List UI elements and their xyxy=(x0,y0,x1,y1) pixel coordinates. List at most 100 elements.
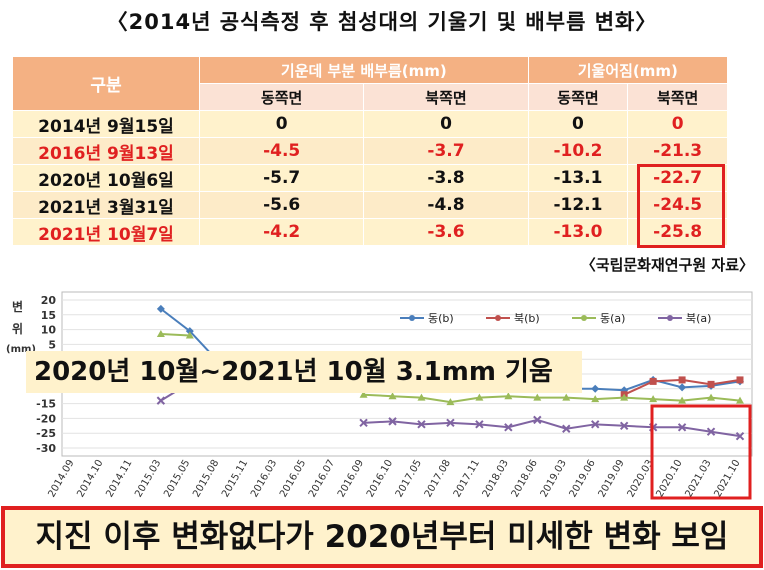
data-point xyxy=(619,421,629,431)
y-tick-label: -15 xyxy=(36,398,56,411)
row-date: 2014년 9월15일 xyxy=(12,110,200,138)
data-point xyxy=(562,424,571,433)
y-tick-label: -30 xyxy=(36,442,56,455)
legend-label: 동(a) xyxy=(600,312,625,325)
legend-label: 동(b) xyxy=(428,312,454,325)
cell: -4.2 xyxy=(198,218,365,246)
x-tick-label: 2016.09 xyxy=(336,458,366,499)
data-point xyxy=(736,396,744,404)
cell: 0 xyxy=(527,110,629,138)
y-tick-label: 5 xyxy=(48,338,56,351)
data-point xyxy=(359,418,368,428)
cell: -22.7 xyxy=(627,164,728,192)
x-tick-label: 2015.11 xyxy=(220,458,250,499)
x-tick-label: 2017.08 xyxy=(423,458,453,499)
x-tick-label: 2017.05 xyxy=(394,458,424,499)
cell: -4.8 xyxy=(363,191,529,219)
highlight-box-table xyxy=(637,164,725,248)
row-date: 2021년 3월31일 xyxy=(12,191,200,219)
table-row: 2021년 3월31일 -5.6 -4.8 -12.1 -24.5 xyxy=(12,191,728,219)
x-tick-label: 2014.11 xyxy=(104,458,134,499)
cell: -12.1 xyxy=(527,191,629,219)
x-tick-label: 2016.05 xyxy=(278,458,308,499)
x-tick-label: 2021.10 xyxy=(712,458,742,499)
cell: -13.1 xyxy=(527,164,629,192)
data-point xyxy=(678,376,686,384)
page-title: 〈2014년 공식측정 후 첨성대의 기울기 및 배부름 변화〉 xyxy=(106,10,658,34)
data-point xyxy=(649,395,658,403)
data-point xyxy=(620,393,629,401)
series-line xyxy=(363,418,741,438)
x-tick-label: 2019.03 xyxy=(539,458,569,499)
col-group-header: 구분 xyxy=(12,56,200,111)
legend-label: 북(b) xyxy=(514,312,540,325)
data-point xyxy=(707,380,715,388)
legend-marker xyxy=(495,315,501,321)
data-point xyxy=(736,376,744,384)
data-point xyxy=(504,423,513,432)
sub-header: 동쪽면 xyxy=(527,83,629,111)
x-tick-label: 2020.10 xyxy=(654,458,684,499)
data-point xyxy=(156,330,165,338)
x-tick-label: 2017.11 xyxy=(452,458,482,499)
x-tick-label: 2015.05 xyxy=(162,458,192,499)
cell: 0 xyxy=(363,110,529,138)
cell: -3.6 xyxy=(363,218,529,246)
legend-marker xyxy=(409,315,415,321)
data-point xyxy=(591,420,600,429)
data-point xyxy=(388,392,397,400)
data-point xyxy=(185,331,194,339)
cell: -4.5 xyxy=(198,137,365,165)
y-tick-label: -25 xyxy=(36,427,56,440)
y-tick-label: 15 xyxy=(41,309,56,322)
cell: 0 xyxy=(198,110,365,138)
data-point xyxy=(156,396,166,405)
x-tick-label: 2016.10 xyxy=(365,458,395,499)
data-point xyxy=(677,423,687,432)
row-date: 2020년 10월6일 xyxy=(12,164,200,192)
row-date: 2016년 9월13일 xyxy=(12,137,200,165)
legend-marker xyxy=(667,315,673,321)
data-point xyxy=(417,393,426,401)
cell: -13.0 xyxy=(527,218,629,246)
x-tick-label: 2014.10 xyxy=(75,458,105,499)
data-point xyxy=(706,427,716,436)
x-tick-label: 2018.06 xyxy=(510,458,540,499)
sub-header: 동쪽면 xyxy=(198,83,365,111)
cell: -10.2 xyxy=(527,137,629,165)
cell: -3.8 xyxy=(363,164,529,192)
sub-header: 북쪽면 xyxy=(363,83,529,111)
data-point xyxy=(388,417,397,426)
x-tick-label: 2021.03 xyxy=(683,458,713,499)
x-tick-label: 2015.03 xyxy=(133,458,163,499)
source-label: 〈국립문화재연구원 자료〉 xyxy=(580,256,754,274)
data-point xyxy=(678,396,687,404)
x-tick-label: 2019.06 xyxy=(568,458,598,499)
x-tick-label: 2016.03 xyxy=(249,458,279,499)
data-point xyxy=(649,377,657,385)
data-point xyxy=(707,393,716,401)
cell: -5.7 xyxy=(198,164,365,192)
x-tick-label: 2014.09 xyxy=(46,458,76,499)
line-chart: 20151050-5-10-15-20-25-302014.092014.102… xyxy=(36,291,753,500)
row-date: 2021년 10월7일 xyxy=(12,218,200,246)
data-point xyxy=(359,390,368,398)
y-axis-label-3: (mm) xyxy=(6,344,36,355)
table-row: 2014년 9월15일 0 0 0 0 xyxy=(12,110,728,138)
data-point xyxy=(591,384,600,393)
data-point xyxy=(533,415,542,425)
legend-label: 북(a) xyxy=(686,312,711,325)
data-point xyxy=(591,395,600,403)
y-tick-label: 20 xyxy=(41,294,57,307)
measurement-table: 구분 기운데 부분 배부름(mm) 기울어짐(mm) 동쪽면 북쪽면 동쪽면 북… xyxy=(12,56,729,246)
data-point xyxy=(185,327,194,336)
legend-marker xyxy=(581,315,587,321)
data-point xyxy=(735,431,745,441)
x-tick-label: 2018.03 xyxy=(481,458,511,499)
cell: 0 xyxy=(627,110,728,138)
series-line xyxy=(160,333,190,337)
data-point xyxy=(475,393,484,401)
cell: -3.7 xyxy=(363,137,529,165)
series-line xyxy=(363,393,741,404)
data-point xyxy=(504,392,513,400)
